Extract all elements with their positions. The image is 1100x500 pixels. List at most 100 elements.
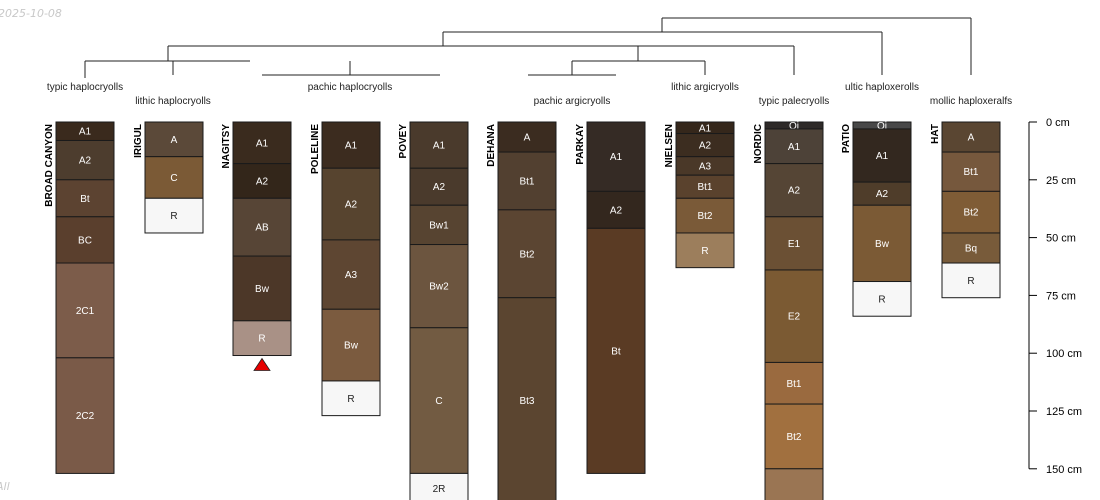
horizon-nordic-e2 <box>764 269 824 363</box>
profile-dehana: A Bt1 Bt2 Bt3 DEHANA <box>486 121 557 500</box>
axis-tick-label: 0 cm <box>1046 117 1070 129</box>
horizon-label: Bt2 <box>963 208 978 219</box>
axis-tick-label: 125 cm <box>1046 406 1082 418</box>
taxon-label-lithic-argicryolls: lithic argicryolls <box>671 82 739 93</box>
horizon-povey-c <box>409 327 469 474</box>
horizon-poleline-a1 <box>321 121 381 169</box>
horizon-label: AB <box>255 223 269 234</box>
horizon-label: A1 <box>79 127 92 138</box>
horizon-dehana-bt1 <box>497 151 557 211</box>
profile-irigul: A C R IRIGUL <box>133 121 204 234</box>
horizon-label: A2 <box>699 141 712 152</box>
horizon-nordic-unlabeled <box>764 468 824 500</box>
horizon-label: R <box>170 211 177 222</box>
horizon-parkay-bt <box>586 227 646 474</box>
horizon-patio-a1 <box>852 128 912 183</box>
horizon-dehana-bt2 <box>497 209 557 299</box>
horizon-label: Bt <box>611 346 621 357</box>
taxonomy-labels: typic haplocryolls lithic haplocryolls pac… <box>47 82 1012 107</box>
horizon-label: Bw <box>344 341 359 352</box>
horizon-hat-bq <box>941 232 1001 264</box>
horizon-label: A <box>524 133 531 144</box>
horizon-irigul-r <box>144 197 204 234</box>
depth-axis: 0 cm 25 cm 50 cm 75 cm 100 cm 125 cm 150 cm <box>1028 117 1082 476</box>
horizon-label: 2R <box>433 484 446 495</box>
horizon-label: A1 <box>256 138 269 149</box>
horizon-nagitsy-r <box>232 320 292 357</box>
horizon-parkay-a1 <box>586 121 646 192</box>
horizon-hat-a <box>941 121 1001 153</box>
horizon-povey-bw1 <box>409 204 469 246</box>
taxon-label-pachic-argicryolls: pachic argicryolls <box>534 96 611 107</box>
horizon-poleline-a2 <box>321 167 381 241</box>
profile-nagitsy: A1 A2 AB Bw R NAGITSY <box>221 121 292 371</box>
profile-nordic: Oi A1 A2 E1 E2 Bt1 Bt2 NORDIC <box>753 121 824 500</box>
horizon-nielsen-bt2 <box>675 197 735 234</box>
horizon-dehana-bt3 <box>497 297 557 500</box>
profile-name: BROAD CANYON <box>44 124 55 207</box>
horizon-label: Bq <box>965 244 977 255</box>
horizon-label: Bw <box>255 284 270 295</box>
horizon-poleline-a3 <box>321 239 381 310</box>
profile-name: POLELINE <box>310 124 321 174</box>
horizon-label: Bw1 <box>429 220 449 231</box>
horizon-label: 2C1 <box>76 306 95 317</box>
depth-marker-triangle <box>253 357 271 371</box>
horizon-parkay-a2 <box>586 190 646 229</box>
horizon-label: Bw2 <box>429 282 449 293</box>
horizon-label: A2 <box>256 176 269 187</box>
horizon-label: A2 <box>345 200 358 211</box>
horizon-label: Oi <box>789 121 799 132</box>
horizon-broad-canyon-a2 <box>55 139 115 181</box>
horizon-label: E1 <box>788 239 801 250</box>
horizon-label: Bt3 <box>519 396 534 407</box>
profile-name: PARKAY <box>575 124 586 165</box>
horizon-nordic-bt2 <box>764 403 824 470</box>
horizon-nordic-e1 <box>764 216 824 271</box>
horizon-poleline-r <box>321 380 381 417</box>
taxon-label-mollic-haploxeralfs: mollic haploxeralfs <box>930 96 1012 107</box>
horizon-label: A1 <box>788 142 801 153</box>
horizon-label: A1 <box>433 141 446 152</box>
footer-fragment: All <box>0 480 10 493</box>
profile-nielsen: A1 A2 A3 Bt1 Bt2 R NIELSEN <box>664 121 735 269</box>
horizon-label: A <box>171 135 178 146</box>
horizon-broad-canyon-2c1 <box>55 262 115 359</box>
horizon-nordic-a2 <box>764 163 824 218</box>
horizon-patio-r <box>852 281 912 317</box>
horizon-poleline-bw <box>321 308 381 382</box>
horizon-label: Bt <box>80 194 90 205</box>
horizon-label: R <box>347 394 354 405</box>
profile-name: HAT <box>930 124 941 144</box>
axis-tick-label: 100 cm <box>1046 348 1082 360</box>
axis-tick-label: 150 cm <box>1046 464 1082 476</box>
horizon-label: R <box>878 294 885 305</box>
horizon-label: Bt2 <box>697 211 712 222</box>
axis-tick-label: 75 cm <box>1046 290 1076 302</box>
profile-name: POVEY <box>398 124 409 159</box>
horizon-label: R <box>967 276 974 287</box>
horizon-povey-2r <box>409 472 469 500</box>
profile-name: NAGITSY <box>221 124 232 169</box>
horizon-label: BC <box>78 235 92 246</box>
horizon-label: C <box>435 396 442 407</box>
profile-povey: A1 A2 Bw1 Bw2 C 2R POVEY <box>398 121 469 500</box>
horizon-nagitsy-a1 <box>232 121 292 165</box>
taxon-label-typic-haplocryolls: typic haplocryolls <box>47 82 123 93</box>
axis-tick-label: 50 cm <box>1046 233 1076 245</box>
axis-tick-label: 25 cm <box>1046 175 1076 187</box>
horizon-label: A1 <box>699 123 712 134</box>
horizon-povey-a1 <box>409 121 469 169</box>
horizon-label: Bt1 <box>519 176 534 187</box>
horizon-label: A2 <box>433 182 446 193</box>
horizon-label: R <box>701 246 708 257</box>
horizon-label: R <box>258 334 265 345</box>
profile-parkay: A1 A2 Bt PARKAY <box>575 121 646 474</box>
horizon-hat-bt2 <box>941 190 1001 234</box>
horizon-label: A <box>968 133 975 144</box>
horizon-irigul-c <box>144 156 204 199</box>
taxon-label-typic-palecryolls: typic palecryolls <box>759 96 830 107</box>
horizon-label: 2C2 <box>76 411 95 422</box>
horizon-povey-bw2 <box>409 244 469 329</box>
horizon-label: Bt1 <box>963 167 978 178</box>
